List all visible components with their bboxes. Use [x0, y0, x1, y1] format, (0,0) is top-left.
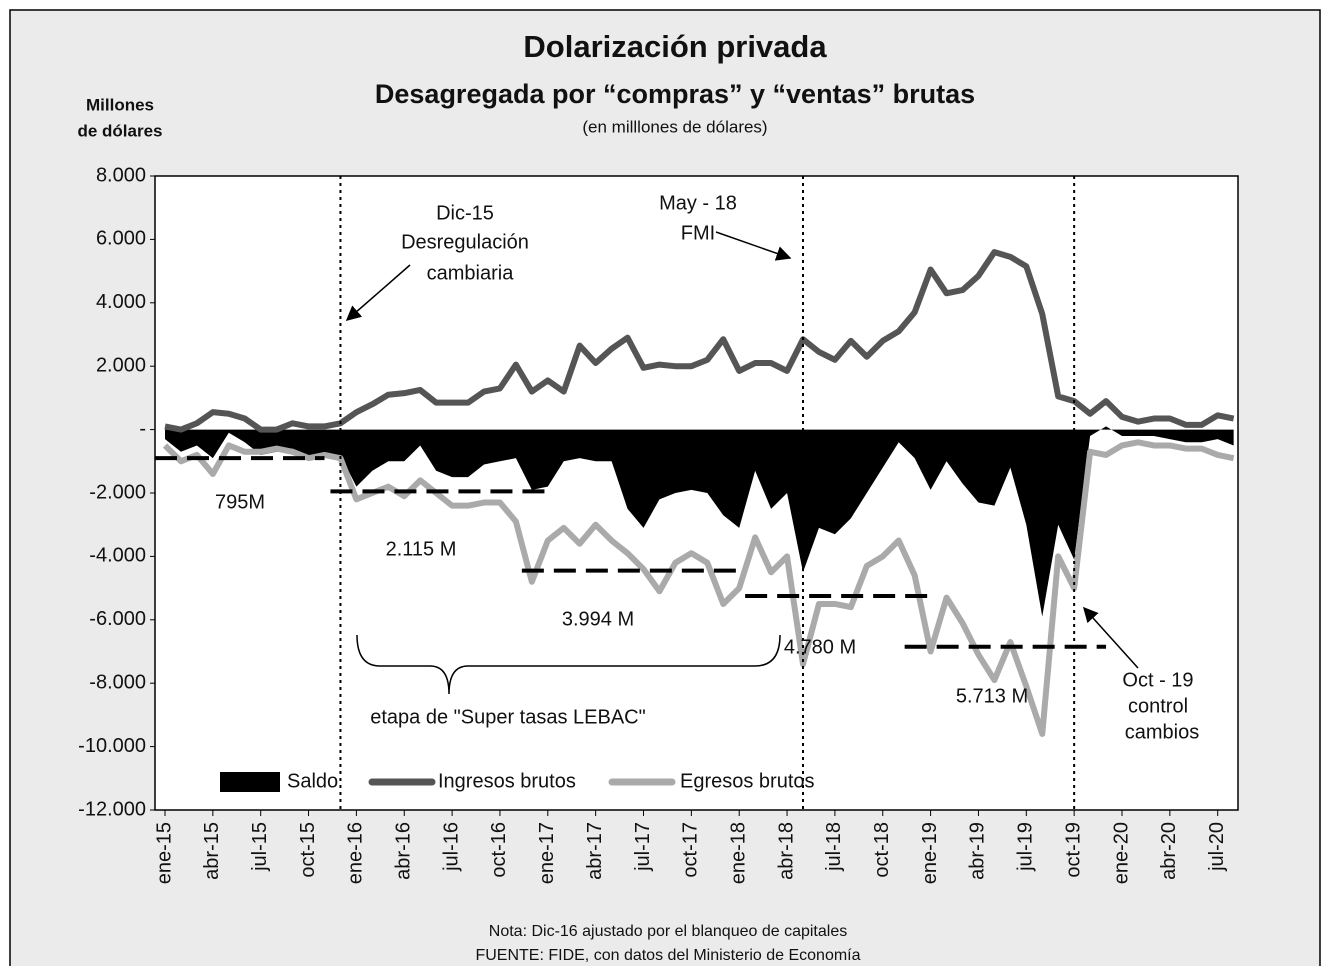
annotation: 2.115 M [386, 538, 457, 560]
unit-note: (en milllones de dólares) [582, 117, 767, 136]
chart-subtitle: Desagregada por “compras” y “ventas” bru… [375, 79, 975, 109]
series-line [164, 249, 1235, 433]
x-tick-label: jul-15 [249, 822, 271, 872]
arrow [345, 264, 411, 321]
x-tick-label: ene-17 [536, 822, 558, 884]
annotation: 5.713 M [956, 685, 1028, 707]
x-tick-label: ene-18 [727, 822, 749, 884]
x-tick-label: abr-17 [584, 822, 606, 880]
chart-title: Dolarización privada [523, 29, 827, 64]
annotation: Desregulación [401, 231, 529, 253]
annotation: 795M [215, 491, 265, 513]
arrow [715, 231, 792, 261]
x-tick-label: ene-20 [1110, 822, 1132, 884]
y-tick-label: -2.000 [89, 481, 146, 503]
y-tick-label: - [139, 418, 146, 440]
x-tick-label: abr-16 [393, 822, 415, 880]
y-tick-label: 6.000 [96, 228, 146, 250]
series-line [162, 439, 1235, 737]
x-tick-label: oct-19 [1062, 822, 1084, 878]
arrow [1082, 606, 1139, 669]
x-tick-label: jul-19 [1015, 822, 1037, 872]
y-tick-label: -10.000 [78, 735, 146, 757]
annotation: 3.994 M [562, 608, 634, 630]
legend-label: Saldo [287, 770, 338, 792]
legend-label: Ingresos brutos [438, 770, 576, 792]
x-tick-label: jul-20 [1206, 822, 1228, 872]
y-axis-label: de dólares [77, 121, 162, 140]
annotation: cambiaria [427, 262, 515, 284]
y-tick-label: -4.000 [89, 545, 146, 567]
y-tick-label: -6.000 [89, 608, 146, 630]
plot-border [154, 175, 1239, 811]
note: Nota: Dic-16 ajustado por el blanqueo de… [489, 923, 847, 940]
legend-label: Egresos brutos [680, 770, 815, 792]
annotation: FMI [681, 222, 715, 244]
x-tick-label: abr-15 [201, 822, 223, 880]
x-tick-label: jul-17 [632, 822, 654, 872]
annotation: control [1128, 695, 1188, 717]
x-tick-label: ene-16 [345, 822, 367, 884]
legend-swatch [220, 772, 280, 792]
y-tick-label: 4.000 [96, 291, 146, 313]
x-tick-label: abr-20 [1158, 822, 1180, 880]
x-tick-label: oct-15 [297, 822, 319, 878]
x-tick-label: ene-15 [153, 822, 175, 884]
y-tick-label: -12.000 [78, 798, 146, 820]
y-axis-label: Millones [86, 95, 154, 114]
saldo-area [165, 426, 1234, 617]
y-tick-label: 8.000 [96, 164, 146, 186]
x-tick-label: jul-16 [440, 822, 462, 872]
annotation: 4.780 M [784, 636, 856, 658]
brace [356, 634, 781, 695]
x-tick-label: oct-16 [488, 822, 510, 878]
annotation: cambios [1125, 721, 1199, 743]
note: FUENTE: FIDE, con datos del Ministerio d… [475, 947, 860, 964]
x-tick-label: jul-18 [823, 822, 845, 872]
annotation: May - 18 [659, 192, 737, 214]
y-tick-label: 2.000 [96, 354, 146, 376]
annotation: Dic-15 [436, 202, 494, 224]
y-tick-label: -8.000 [89, 671, 146, 693]
x-tick-label: abr-19 [967, 822, 989, 880]
x-tick-label: oct-17 [680, 822, 702, 878]
x-tick-label: ene-19 [919, 822, 941, 884]
annotation: etapa de "Super tasas LEBAC" [370, 706, 645, 728]
x-tick-label: abr-18 [775, 822, 797, 880]
x-tick-label: oct-18 [871, 822, 893, 878]
annotation: Oct - 19 [1122, 669, 1193, 691]
